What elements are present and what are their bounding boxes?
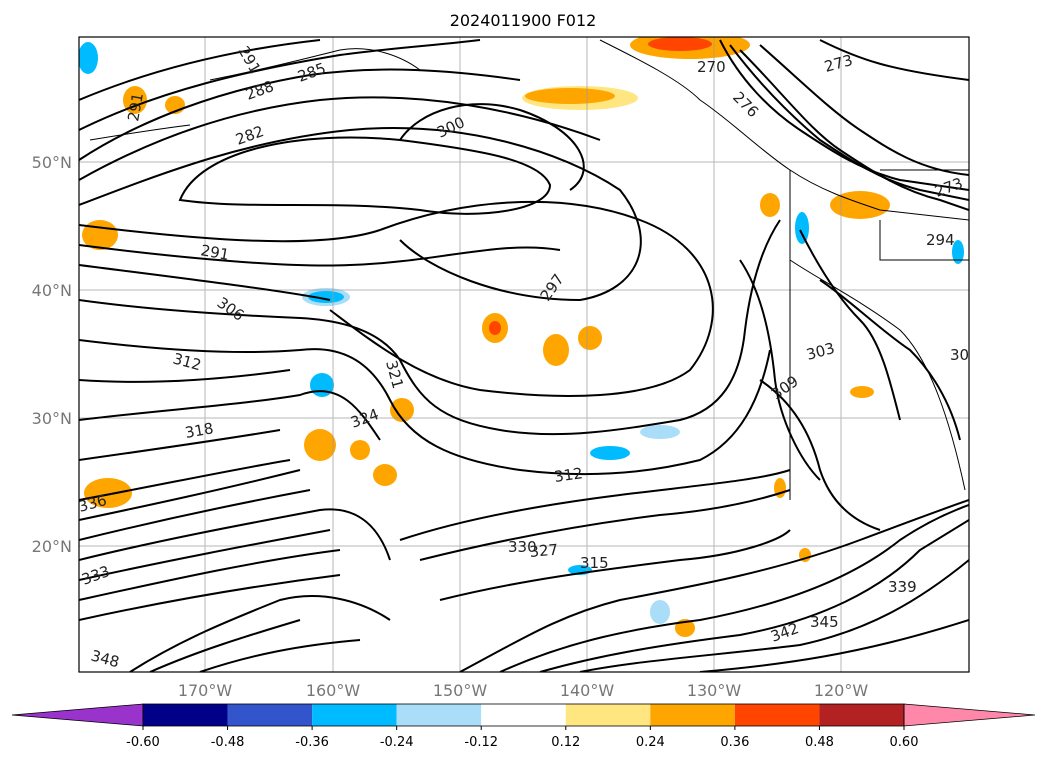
- colorbar-segment: [396, 704, 482, 726]
- colorbar-tick-label: -0.36: [295, 735, 329, 750]
- positive-anomaly-patch: [760, 193, 780, 217]
- colorbar-tick-label: 0.48: [805, 735, 834, 750]
- lon-label: 160°W: [306, 681, 361, 700]
- colorbar-segment: [650, 704, 735, 726]
- colorbar-tick-label: 0.12: [551, 735, 580, 750]
- colorbar-extend-high: [903, 703, 1036, 727]
- positive-anomaly-patch: [84, 478, 132, 508]
- colorbar-segment: [819, 704, 904, 726]
- graticule: [79, 37, 969, 672]
- coastline: [89, 39, 969, 500]
- negative-anomaly-patch: [640, 425, 680, 439]
- negative-anomaly-patch: [795, 212, 809, 244]
- contour-label: 291: [124, 91, 147, 122]
- contour-label: 318: [184, 419, 215, 442]
- contour-label: 291: [199, 241, 230, 264]
- lon-label: 150°W: [433, 681, 488, 700]
- positive-anomaly-patch: [82, 220, 118, 250]
- figure-title: 2024011900 F012: [450, 11, 597, 30]
- positive-anomaly-patch: [123, 86, 147, 114]
- contour-label: 270: [697, 58, 726, 76]
- colorbar-tick-label: -0.24: [380, 735, 414, 750]
- contour-label: 312: [553, 464, 584, 486]
- lon-label: 120°W: [814, 681, 869, 700]
- map-panel: 291 285 288 282 291 300 270 273 276 291 …: [79, 37, 969, 672]
- positive-anomaly-patch: [525, 88, 615, 104]
- contour-label: 294: [926, 231, 955, 249]
- contour-label: 327: [529, 541, 559, 561]
- contour-label: 339: [888, 578, 917, 596]
- colorbar-tick-label: -0.60: [126, 735, 160, 750]
- colorbar-frame: [142, 703, 905, 727]
- negative-anomaly-patch: [308, 291, 344, 303]
- negative-anomaly-patch: [310, 373, 334, 397]
- colorbar-tick-label: 0.24: [636, 735, 665, 750]
- colorbar: -0.60 -0.48 -0.36 -0.24 -0.12 0.12 0.24 0.36 0.4…: [11, 703, 1036, 750]
- lon-label: 170°W: [178, 681, 233, 700]
- positive-anomaly-patch: [543, 334, 569, 366]
- contour-label: 30: [950, 346, 969, 364]
- colorbar-tick-label: 0.36: [720, 735, 749, 750]
- negative-anomaly-patch: [590, 446, 630, 460]
- contour-label: 315: [580, 554, 609, 572]
- positive-anomaly-patch: [850, 386, 874, 398]
- lat-label: 50°N: [32, 153, 72, 172]
- contour-label: 345: [810, 613, 839, 631]
- colorbar-segment: [481, 704, 566, 726]
- contour-label: 330: [508, 538, 537, 556]
- lon-label: 130°W: [687, 681, 742, 700]
- positive-anomaly-patch: [390, 398, 414, 422]
- lon-label: 140°W: [560, 681, 615, 700]
- colorbar-tick-label: -0.12: [464, 735, 498, 750]
- negative-anomaly-patch: [952, 240, 964, 264]
- colorbar-tick-label: -0.48: [211, 735, 245, 750]
- colorbar-segment: [734, 704, 820, 726]
- colorbar-tick-label: 0.60: [890, 735, 919, 750]
- lat-label: 30°N: [32, 409, 72, 428]
- colorbar-segment: [312, 704, 397, 726]
- negative-anomaly-patch: [650, 600, 670, 624]
- map-frame: [78, 36, 970, 673]
- colorbar-segment: [143, 704, 228, 726]
- positive-anomaly-patch: [489, 321, 501, 335]
- positive-anomaly-patch: [304, 429, 336, 461]
- positive-anomaly-patch: [648, 37, 712, 51]
- colorbar-segment: [227, 704, 313, 726]
- longitude-labels: 170°W 160°W 150°W 140°W 130°W 120°W: [178, 681, 869, 700]
- lat-label: 40°N: [32, 281, 72, 300]
- positive-anomaly-patch: [578, 326, 602, 350]
- colorbar-extend-low: [11, 703, 144, 727]
- latitude-labels: 50°N 40°N 30°N 20°N: [32, 153, 72, 556]
- negative-anomaly-patch: [79, 42, 98, 74]
- contour-lines: [79, 39, 969, 672]
- positive-anomaly-patch: [350, 440, 370, 460]
- colorbar-segment: [565, 704, 651, 726]
- positive-anomaly-patch: [373, 464, 397, 486]
- lat-label: 20°N: [32, 537, 72, 556]
